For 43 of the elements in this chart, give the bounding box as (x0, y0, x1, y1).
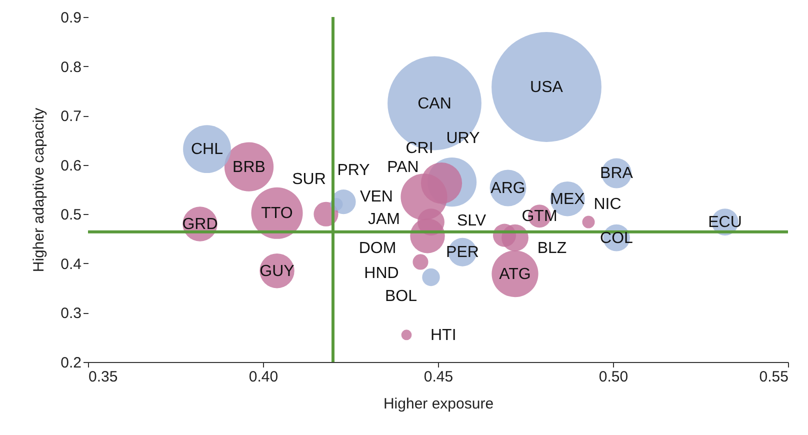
annotation: BOL (384, 288, 418, 306)
annotation: SLV (456, 212, 486, 230)
annotation: PAN (387, 158, 419, 176)
annotation: VEN (360, 188, 393, 206)
x-tick-label: 0.55 (759, 368, 788, 386)
annotation: JAM (368, 211, 400, 228)
annotation: GUY (260, 262, 295, 280)
annotation: PRY (337, 162, 370, 179)
annotation: ARG (490, 180, 526, 198)
annotation: USA (530, 78, 564, 96)
annotation: SUR (292, 171, 326, 188)
annotation: NIC (594, 196, 622, 214)
annotation: CHL (190, 141, 224, 158)
y-tick-label: 0.4 (60, 256, 82, 273)
y-tick-label: 0.2 (60, 354, 82, 372)
annotation: BRA (600, 165, 634, 182)
y-tick-label: 0.5 (60, 206, 82, 224)
annotation: COL (600, 230, 634, 247)
annotation: MEX (550, 190, 586, 208)
y-tick-label: 0.6 (60, 157, 82, 174)
annotation: PER (446, 244, 479, 262)
annotation: HTI (430, 326, 456, 344)
annotation: GRD (182, 216, 218, 233)
x-axis-title: Higher exposure (383, 396, 494, 412)
y-tick-label: 0.9 (60, 10, 82, 26)
annotation: DOM (358, 240, 396, 257)
y-axis-title: Higher adaptive capacity (30, 107, 48, 272)
annotation: CAN (418, 95, 452, 112)
annotation: HND (364, 264, 399, 282)
annotation: TTO (261, 205, 293, 222)
annotation: URY (446, 130, 480, 148)
x-tick-label: 0.40 (248, 368, 278, 386)
x-tick-label: 0.35 (88, 368, 118, 386)
annotation: CRI (406, 140, 434, 158)
annotation: ATG (499, 266, 531, 283)
annotation: BRB (232, 158, 266, 176)
annotation: ECU (708, 214, 742, 232)
y-tick-label: 0.7 (60, 108, 82, 126)
y-tick-label: 0.3 (60, 305, 82, 322)
x-tick-label: 0.50 (598, 368, 628, 386)
annotation: BLZ (537, 240, 567, 257)
y-tick-label: 0.8 (60, 58, 82, 76)
x-tick-label: 0.45 (424, 368, 454, 386)
